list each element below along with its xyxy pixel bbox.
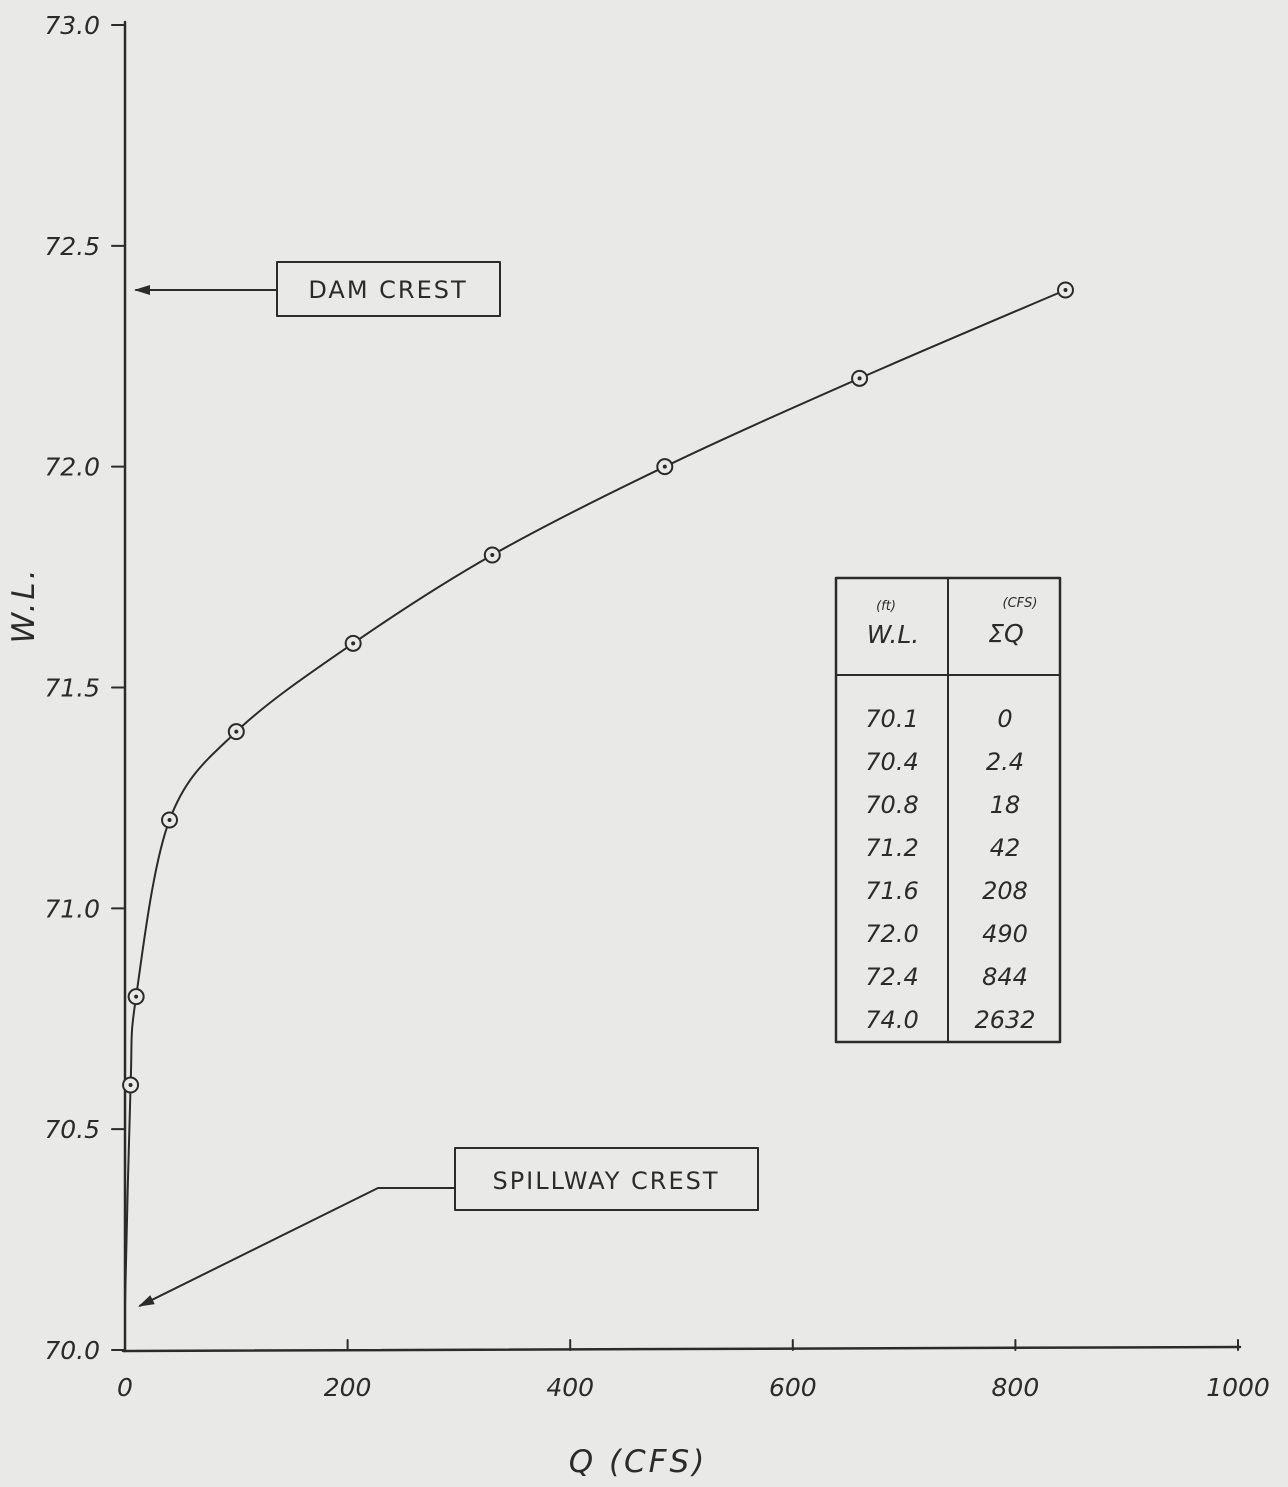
- table-cell-q: 2.4: [986, 748, 1024, 776]
- table-header-wl: W.L.: [867, 620, 920, 649]
- table-cell-wl: 71.2: [865, 834, 918, 862]
- table-cell-q: 490: [982, 920, 1028, 948]
- table-header-wl-unit: (ft): [876, 599, 896, 614]
- data-point: [483, 546, 501, 564]
- data-point-dot: [134, 994, 139, 999]
- spillway-crest-arrow: [138, 1187, 456, 1307]
- y-ticks: 70.0 70.5 71.0 71.5 72.0 72.5 73.0: [44, 11, 126, 1365]
- table-cell-q: 42: [990, 834, 1021, 862]
- table-cell-wl: 74.0: [865, 1006, 918, 1034]
- spillway-crest-box: [454, 1147, 759, 1211]
- data-point: [1056, 281, 1074, 299]
- spillway-crest-annotation: SPILLWAY CREST: [138, 1147, 759, 1307]
- x-tick-label: 800: [992, 1373, 1040, 1402]
- x-tick-label: 600: [769, 1373, 817, 1402]
- x-tick-label: 400: [546, 1373, 594, 1402]
- table-header-q: ΣQ: [988, 619, 1023, 648]
- x-axis-label: Q (CFS): [569, 1444, 708, 1480]
- data-point-dot: [1063, 288, 1068, 292]
- x-tick-label: 200: [324, 1373, 372, 1402]
- data-point: [127, 988, 145, 1006]
- data-point: [161, 811, 179, 829]
- data-point: [656, 458, 674, 476]
- table-cell-q: 208: [982, 877, 1028, 905]
- table-row: 72.4 844: [865, 963, 1028, 991]
- table-cell-wl: 71.6: [865, 877, 918, 905]
- spillway-crest-label: SPILLWAY CREST: [492, 1167, 719, 1195]
- table-cell-q: 844: [982, 963, 1028, 991]
- x-tick-label: 0: [117, 1373, 133, 1402]
- table-row: 74.0 2632: [865, 1006, 1035, 1034]
- table-row: 72.0 490: [865, 920, 1028, 948]
- y-tick-label: 73.0: [44, 11, 100, 40]
- table-row: 70.1 0: [865, 705, 1012, 733]
- x-axis: [121, 1345, 1242, 1353]
- data-point-dot: [234, 729, 239, 734]
- table-row: 70.8 18: [865, 791, 1020, 819]
- table-cell-q: 18: [990, 791, 1021, 819]
- y-tick-label: 72.0: [44, 453, 100, 482]
- table-row: 70.4 2.4: [865, 748, 1024, 776]
- y-tick-label: 70.5: [44, 1115, 100, 1144]
- data-point-dot: [857, 376, 862, 381]
- table-cell-wl: 72.4: [865, 963, 918, 991]
- rating-table: (ft) W.L. (CFS) ΣQ 70.1 070.4 2.470.8 1871.…: [834, 576, 1062, 1044]
- table-cell-wl: 70.1: [865, 705, 918, 733]
- data-point-dot: [351, 641, 356, 646]
- y-axis-label: W.L.: [6, 566, 42, 643]
- y-tick-label: 71.0: [44, 894, 100, 923]
- x-ticks: 0 200 400 600 800 1000: [117, 1339, 1270, 1402]
- data-point-dot: [167, 818, 172, 822]
- data-point: [851, 369, 869, 387]
- dam-crest-annotation: DAM CREST: [134, 261, 501, 317]
- x-tick-label: 1000: [1206, 1373, 1270, 1402]
- table-row: 71.6 208: [865, 877, 1028, 905]
- dam-crest-label: DAM CREST: [308, 276, 467, 304]
- rating-curve-line: [124, 289, 1067, 1307]
- table-cell-q: 0: [997, 705, 1012, 733]
- y-tick-label: 71.5: [44, 674, 100, 703]
- data-point: [227, 723, 245, 741]
- data-point: [344, 634, 362, 652]
- table-cell-q: 2632: [974, 1006, 1035, 1034]
- data-points: [122, 281, 1074, 1094]
- table-cell-wl: 70.8: [865, 791, 918, 819]
- y-tick-label: 70.0: [44, 1336, 100, 1365]
- y-tick-label: 72.5: [44, 232, 100, 261]
- table-row: 71.2 42: [865, 834, 1020, 862]
- data-point-dot: [490, 553, 495, 557]
- data-point-dot: [128, 1083, 133, 1087]
- table-header-q-unit: (CFS): [1003, 596, 1038, 611]
- data-point: [122, 1076, 140, 1094]
- table-cell-wl: 72.0: [865, 920, 918, 948]
- table-cell-wl: 70.4: [865, 748, 918, 776]
- data-point-dot: [662, 464, 667, 469]
